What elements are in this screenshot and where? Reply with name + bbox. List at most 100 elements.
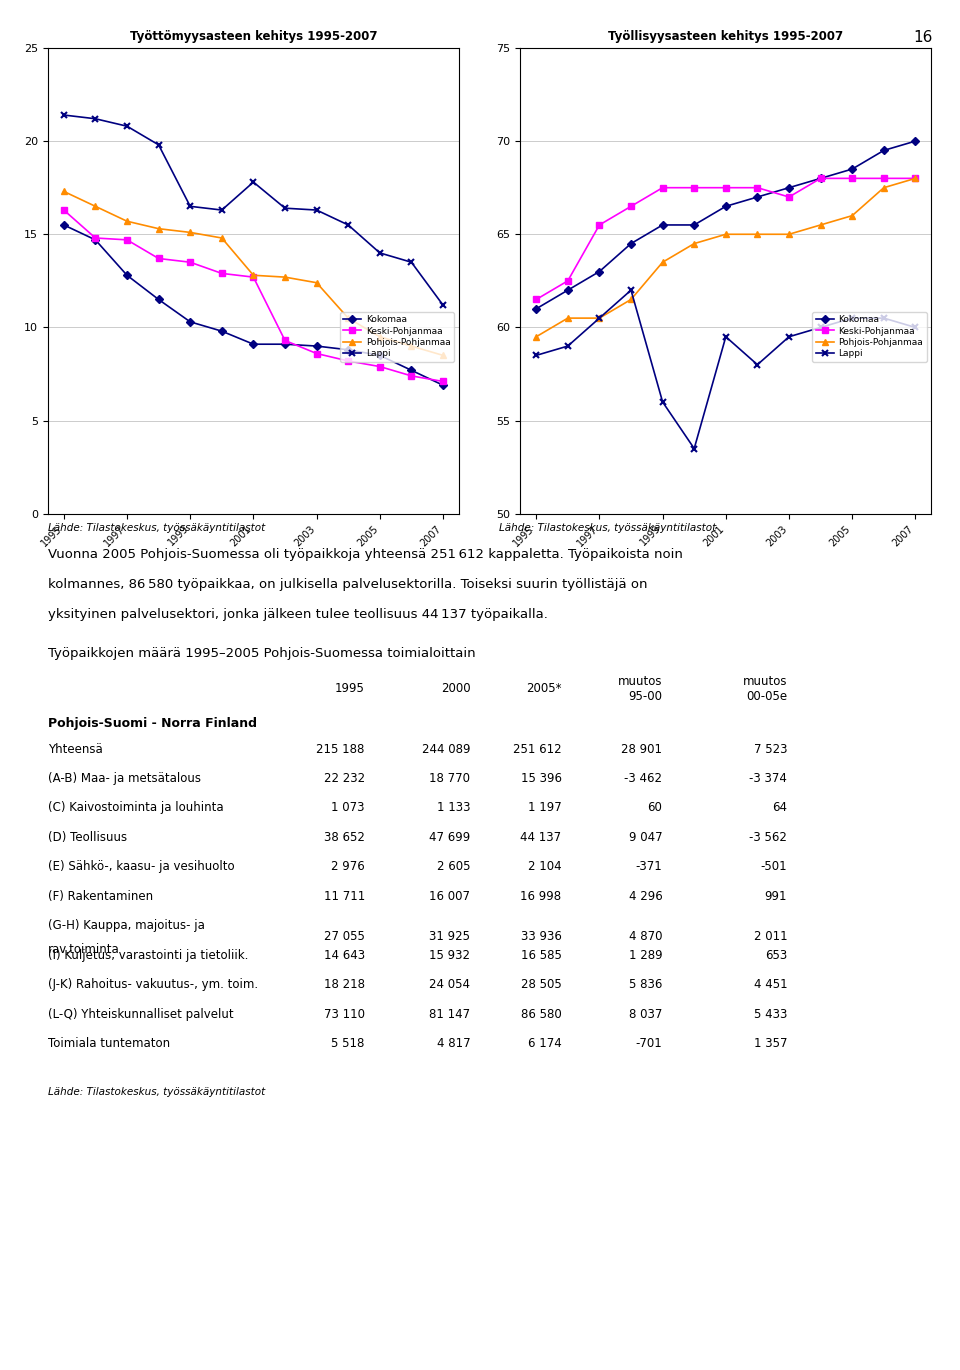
Text: Työpaikkojen määrä 1995–2005 Pohjois-Suomessa toimialoittain: Työpaikkojen määrä 1995–2005 Pohjois-Suo… xyxy=(48,647,475,659)
Lappi xyxy=(153,137,164,153)
Text: 4 296: 4 296 xyxy=(629,890,662,903)
Line: Pohjois-Pohjanmaa: Pohjois-Pohjanmaa xyxy=(60,188,446,359)
Keski-Pohjanmaa xyxy=(847,170,858,186)
Pohjois-Pohjanmaa xyxy=(184,225,196,241)
Kokomaa xyxy=(121,267,132,284)
Text: -3 562: -3 562 xyxy=(750,830,787,844)
Text: muutos
95-00: muutos 95-00 xyxy=(618,675,662,703)
Kokomaa xyxy=(279,336,291,352)
Pohjois-Pohjanmaa xyxy=(343,310,354,326)
Text: 4 870: 4 870 xyxy=(629,930,662,943)
Text: 653: 653 xyxy=(765,949,787,962)
Text: 4 451: 4 451 xyxy=(754,978,787,991)
Lappi xyxy=(657,393,668,410)
Text: -371: -371 xyxy=(636,860,662,873)
Text: 27 055: 27 055 xyxy=(324,930,365,943)
Text: Toimiala tuntematon: Toimiala tuntematon xyxy=(48,1037,170,1049)
Pohjois-Pohjanmaa xyxy=(752,226,763,242)
Pohjois-Pohjanmaa xyxy=(910,170,922,186)
Text: 16 585: 16 585 xyxy=(520,949,562,962)
Pohjois-Pohjanmaa xyxy=(878,179,890,196)
Keski-Pohjanmaa xyxy=(248,269,259,285)
Keski-Pohjanmaa xyxy=(783,189,795,205)
Keski-Pohjanmaa xyxy=(752,179,763,196)
Text: (D) Teollisuus: (D) Teollisuus xyxy=(48,830,127,844)
Text: 8 037: 8 037 xyxy=(629,1008,662,1021)
Lappi xyxy=(311,201,323,218)
Text: (I) Kuljetus, varastointi ja tietoliik.: (I) Kuljetus, varastointi ja tietoliik. xyxy=(48,949,249,962)
Lappi xyxy=(593,310,605,326)
Keski-Pohjanmaa xyxy=(437,373,448,389)
Text: 1 133: 1 133 xyxy=(437,801,470,814)
Keski-Pohjanmaa xyxy=(153,251,164,267)
Kokomaa xyxy=(58,216,69,233)
Kokomaa xyxy=(562,282,573,299)
Pohjois-Pohjanmaa xyxy=(89,199,101,215)
Keski-Pohjanmaa xyxy=(279,333,291,349)
Pohjois-Pohjanmaa xyxy=(657,253,668,270)
Text: 2005*: 2005* xyxy=(526,682,562,695)
Kokomaa xyxy=(437,377,448,393)
Text: 18 770: 18 770 xyxy=(429,773,470,785)
Pohjois-Pohjanmaa xyxy=(783,226,795,242)
Line: Kokomaa: Kokomaa xyxy=(534,138,918,311)
Text: -701: -701 xyxy=(636,1037,662,1049)
Text: Pohjois-Suomi - Norra Finland: Pohjois-Suomi - Norra Finland xyxy=(48,717,257,729)
Pohjois-Pohjanmaa xyxy=(847,207,858,223)
Text: 5 518: 5 518 xyxy=(331,1037,365,1049)
Legend: Kokomaa, Keski-Pohjanmaa, Pohjois-Pohjanmaa, Lappi: Kokomaa, Keski-Pohjanmaa, Pohjois-Pohjan… xyxy=(340,312,454,362)
Keski-Pohjanmaa xyxy=(657,179,668,196)
Pohjois-Pohjanmaa xyxy=(437,347,448,363)
Text: 18 218: 18 218 xyxy=(324,978,365,991)
Lappi xyxy=(688,440,700,456)
Text: (C) Kaivostoiminta ja louhinta: (C) Kaivostoiminta ja louhinta xyxy=(48,801,224,814)
Text: 1995: 1995 xyxy=(335,682,365,695)
Text: kolmannes, 86 580 työpaikkaa, on julkisella palvelusektorilla. Toiseksi suurin t: kolmannes, 86 580 työpaikkaa, on julkise… xyxy=(48,578,647,590)
Lappi xyxy=(248,174,259,190)
Keski-Pohjanmaa xyxy=(562,273,573,289)
Text: 215 188: 215 188 xyxy=(317,743,365,755)
Lappi xyxy=(783,329,795,345)
Kokomaa xyxy=(89,232,101,248)
Lappi xyxy=(815,319,827,336)
Keski-Pohjanmaa xyxy=(121,232,132,248)
Text: 86 580: 86 580 xyxy=(521,1008,562,1021)
Text: 15 932: 15 932 xyxy=(429,949,470,962)
Pohjois-Pohjanmaa xyxy=(688,236,700,252)
Text: 14 643: 14 643 xyxy=(324,949,365,962)
Text: 2000: 2000 xyxy=(441,682,470,695)
Keski-Pohjanmaa xyxy=(216,266,228,282)
Text: 9 047: 9 047 xyxy=(629,830,662,844)
Text: 73 110: 73 110 xyxy=(324,1008,365,1021)
Keski-Pohjanmaa xyxy=(406,367,418,384)
Kokomaa xyxy=(531,300,542,316)
Kokomaa xyxy=(783,179,795,196)
Keski-Pohjanmaa xyxy=(688,179,700,196)
Kokomaa xyxy=(878,142,890,159)
Lappi xyxy=(752,356,763,373)
Kokomaa xyxy=(593,263,605,279)
Kokomaa xyxy=(406,362,418,378)
Pohjois-Pohjanmaa xyxy=(593,310,605,326)
Kokomaa xyxy=(248,336,259,352)
Kokomaa xyxy=(910,133,922,149)
Pohjois-Pohjanmaa xyxy=(720,226,732,242)
Pohjois-Pohjanmaa xyxy=(562,310,573,326)
Keski-Pohjanmaa xyxy=(593,216,605,233)
Text: yksityinen palvelusektori, jonka jälkeen tulee teollisuus 44 137 työpaikalla.: yksityinen palvelusektori, jonka jälkeen… xyxy=(48,608,548,621)
Lappi xyxy=(625,282,636,299)
Text: -3 374: -3 374 xyxy=(750,773,787,785)
Text: 1 073: 1 073 xyxy=(331,801,365,814)
Text: 15 396: 15 396 xyxy=(520,773,562,785)
Text: (A-B) Maa- ja metsätalous: (A-B) Maa- ja metsätalous xyxy=(48,773,201,785)
Text: 28 901: 28 901 xyxy=(621,743,662,755)
Text: 5 836: 5 836 xyxy=(629,978,662,991)
Text: 16 007: 16 007 xyxy=(429,890,470,903)
Text: 24 054: 24 054 xyxy=(429,978,470,991)
Kokomaa xyxy=(184,314,196,330)
Keski-Pohjanmaa xyxy=(184,253,196,270)
Text: 2 011: 2 011 xyxy=(754,930,787,943)
Text: 1 197: 1 197 xyxy=(528,801,562,814)
Text: (G-H) Kauppa, majoitus- ja: (G-H) Kauppa, majoitus- ja xyxy=(48,919,204,932)
Text: 6 174: 6 174 xyxy=(528,1037,562,1049)
